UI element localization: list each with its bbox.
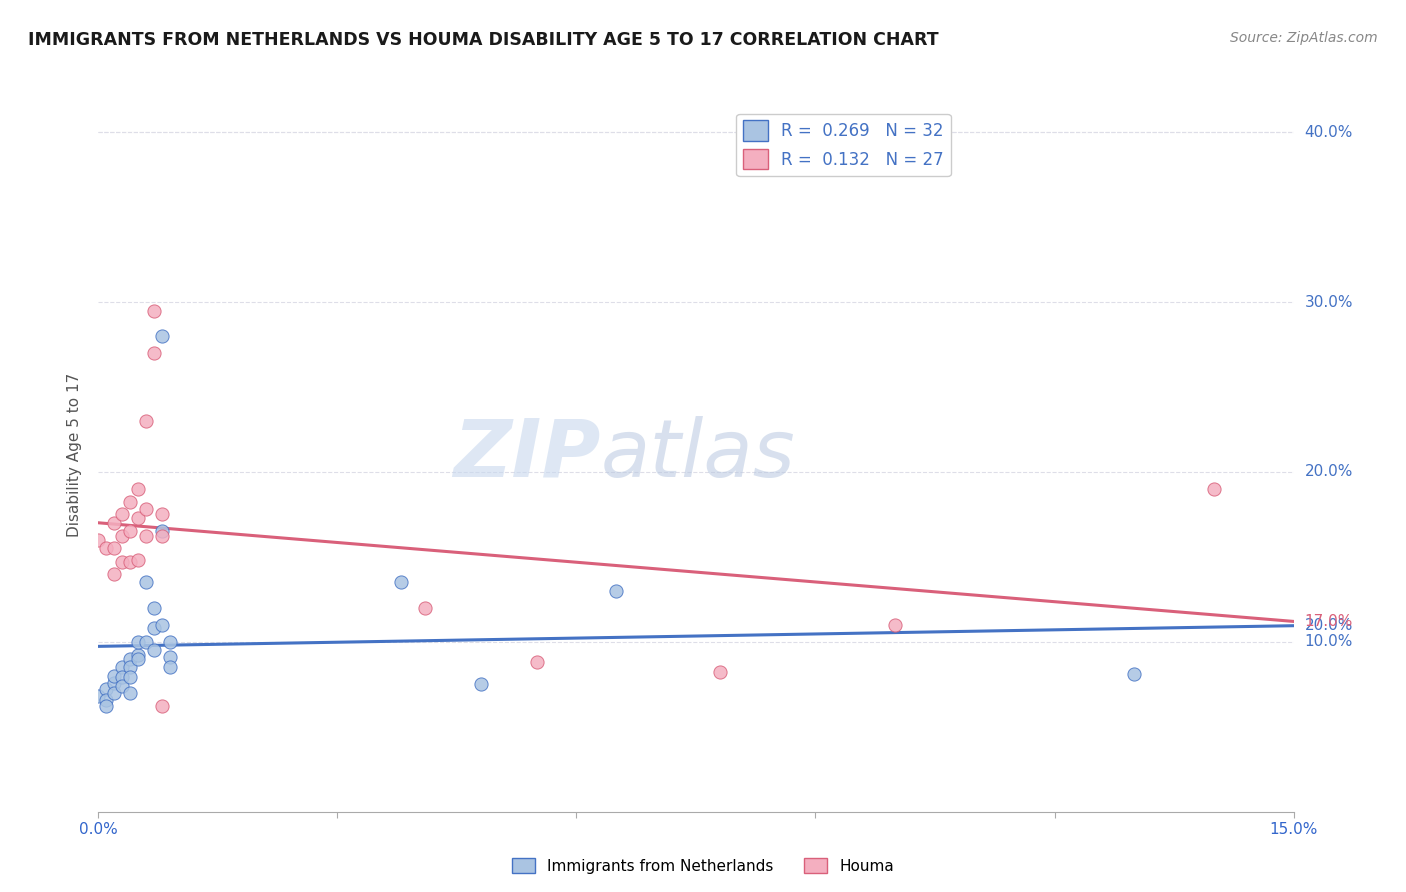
- Point: [135, 502, 157, 516]
- Point: [1202, 482, 1225, 496]
- Point: [87, 533, 110, 547]
- Point: [111, 555, 134, 569]
- Point: [150, 617, 173, 632]
- Point: [470, 677, 492, 691]
- Point: [87, 689, 110, 703]
- Point: [127, 510, 149, 524]
- Point: [127, 648, 149, 663]
- Legend: Immigrants from Netherlands, Houma: Immigrants from Netherlands, Houma: [506, 852, 900, 880]
- Text: IMMIGRANTS FROM NETHERLANDS VS HOUMA DISABILITY AGE 5 TO 17 CORRELATION CHART: IMMIGRANTS FROM NETHERLANDS VS HOUMA DIS…: [28, 31, 939, 49]
- Point: [526, 655, 548, 669]
- Point: [135, 414, 157, 428]
- Point: [135, 575, 157, 590]
- Point: [120, 660, 142, 674]
- Text: Source: ZipAtlas.com: Source: ZipAtlas.com: [1230, 31, 1378, 45]
- Point: [150, 529, 173, 543]
- Point: [120, 555, 142, 569]
- Text: 20.0%: 20.0%: [1305, 618, 1353, 633]
- Point: [127, 635, 149, 649]
- Text: 30.0%: 30.0%: [1305, 294, 1353, 310]
- Point: [150, 329, 173, 343]
- Point: [111, 508, 134, 522]
- Point: [103, 669, 125, 683]
- Text: 40.0%: 40.0%: [1305, 125, 1353, 140]
- Point: [120, 686, 142, 700]
- Point: [143, 303, 166, 318]
- Y-axis label: Disability Age 5 to 17: Disability Age 5 to 17: [67, 373, 83, 537]
- Point: [159, 635, 181, 649]
- Point: [96, 699, 118, 714]
- Text: ZIP: ZIP: [453, 416, 600, 494]
- Point: [96, 692, 118, 706]
- Point: [120, 524, 142, 539]
- Point: [143, 643, 166, 657]
- Point: [111, 660, 134, 674]
- Point: [111, 679, 134, 693]
- Point: [120, 671, 142, 685]
- Point: [143, 600, 166, 615]
- Point: [389, 575, 412, 590]
- Legend: R =  0.269   N = 32, R =  0.132   N = 27: R = 0.269 N = 32, R = 0.132 N = 27: [737, 113, 950, 176]
- Text: 10.0%: 10.0%: [1305, 634, 1353, 649]
- Point: [159, 650, 181, 665]
- Point: [413, 600, 436, 615]
- Point: [150, 524, 173, 539]
- Point: [135, 529, 157, 543]
- Point: [150, 699, 173, 714]
- Point: [96, 541, 118, 556]
- Point: [884, 617, 907, 632]
- Text: 17.0%: 17.0%: [1305, 614, 1353, 629]
- Point: [709, 665, 731, 680]
- Point: [127, 482, 149, 496]
- Text: atlas: atlas: [600, 416, 796, 494]
- Point: [120, 495, 142, 509]
- Point: [1123, 667, 1146, 681]
- Point: [135, 635, 157, 649]
- Point: [143, 346, 166, 360]
- Point: [103, 541, 125, 556]
- Point: [103, 516, 125, 530]
- Point: [103, 686, 125, 700]
- Point: [96, 682, 118, 697]
- Point: [605, 583, 627, 598]
- Point: [120, 652, 142, 666]
- Point: [143, 621, 166, 635]
- Point: [103, 566, 125, 581]
- Point: [127, 652, 149, 666]
- Point: [111, 671, 134, 685]
- Text: 20.0%: 20.0%: [1305, 465, 1353, 479]
- Point: [103, 675, 125, 690]
- Point: [159, 660, 181, 674]
- Point: [150, 508, 173, 522]
- Point: [127, 553, 149, 567]
- Point: [111, 529, 134, 543]
